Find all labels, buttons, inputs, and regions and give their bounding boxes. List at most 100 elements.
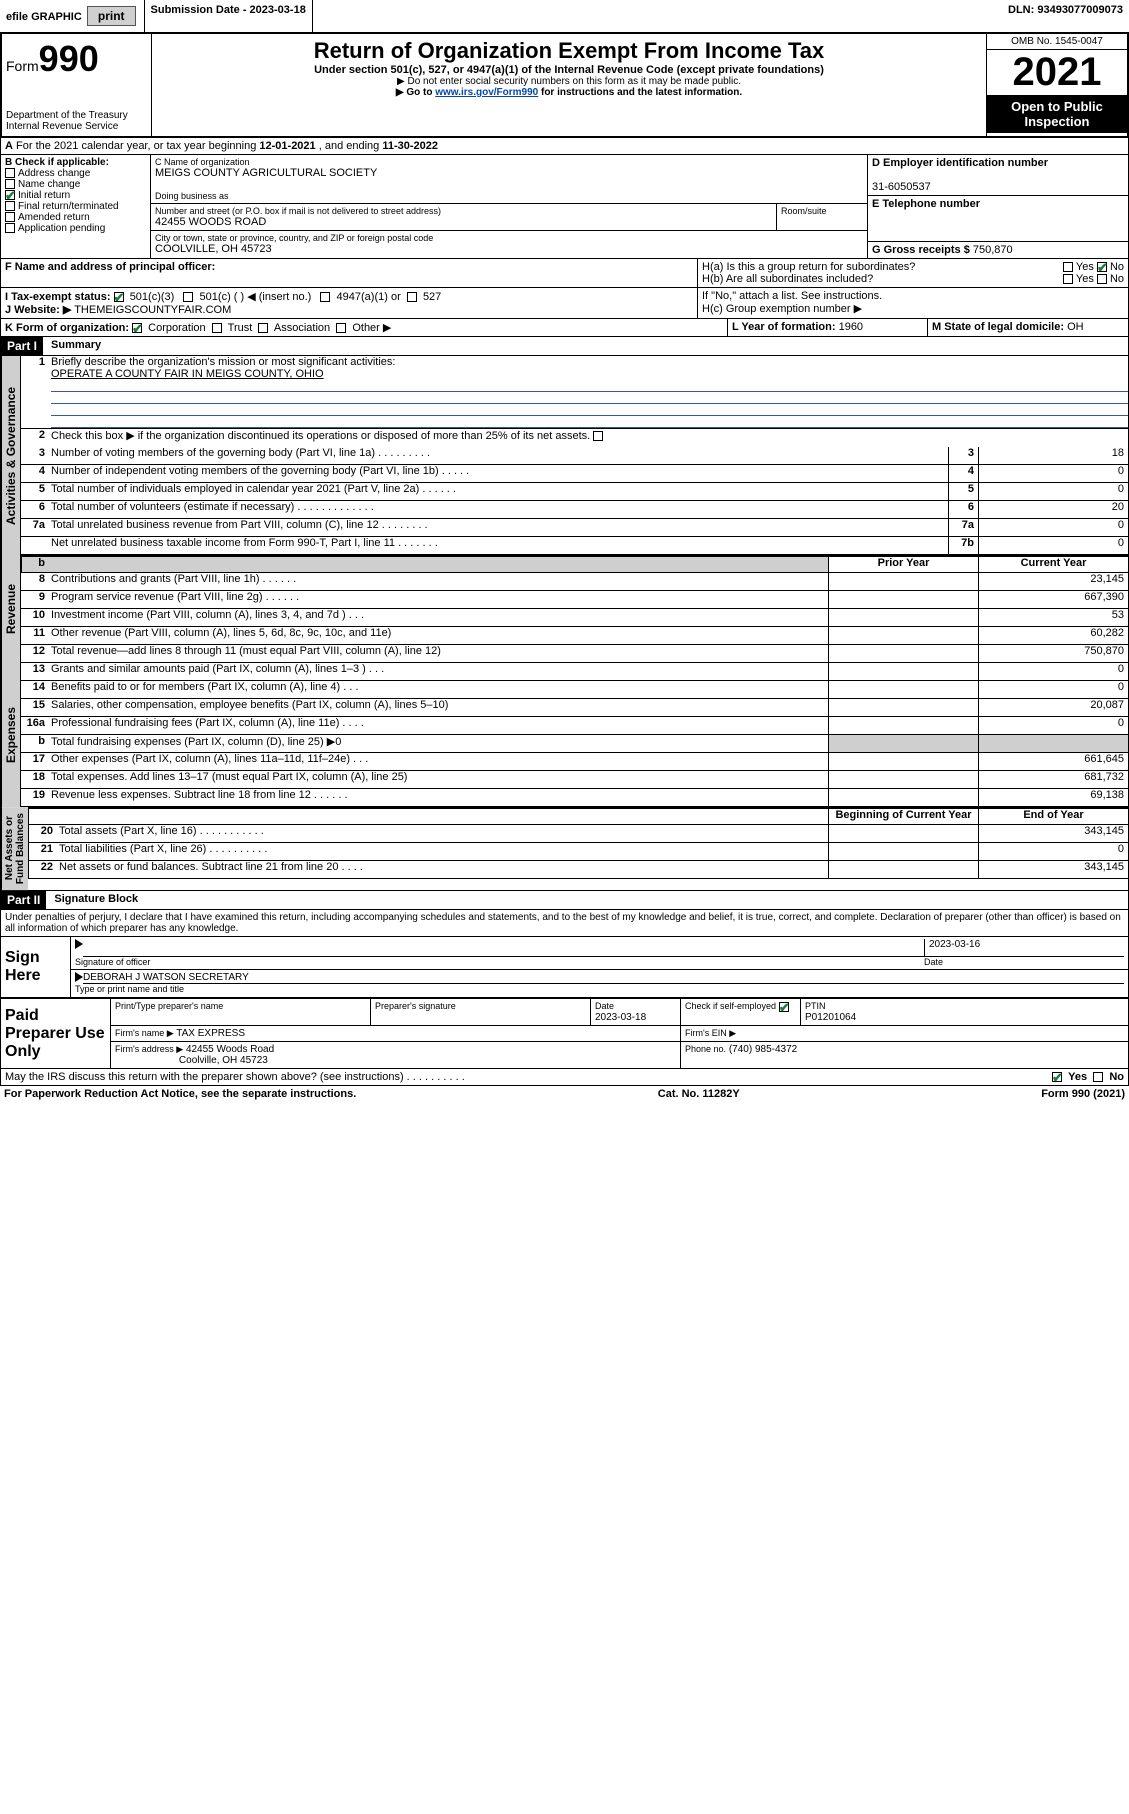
perjury-declaration: Under penalties of perjury, I declare th… xyxy=(0,910,1129,937)
discuss-yes[interactable] xyxy=(1052,1072,1062,1082)
table-row: 14Benefits paid to or for members (Part … xyxy=(20,681,1128,699)
ha-yes[interactable] xyxy=(1063,262,1073,272)
print-button[interactable]: print xyxy=(87,6,136,26)
efile-label: efile GRAPHIC print xyxy=(0,0,145,32)
table-row: 9Program service revenue (Part VIII, lin… xyxy=(20,591,1128,609)
discuss-no[interactable] xyxy=(1093,1072,1103,1082)
chk-527[interactable] xyxy=(407,292,417,302)
irs-label: Internal Revenue Service xyxy=(6,121,147,132)
vtab-netassets: Net Assets orFund Balances xyxy=(1,807,28,890)
chk-4947[interactable] xyxy=(320,292,330,302)
table-row: 20Total assets (Part X, line 16) . . . .… xyxy=(28,825,1128,843)
table-row: Net unrelated business taxable income fr… xyxy=(20,537,1128,555)
part2-header: Part II Signature Block xyxy=(0,891,1129,910)
chk-initial[interactable] xyxy=(5,190,15,200)
table-row: 10Investment income (Part VIII, column (… xyxy=(20,609,1128,627)
chk-501c[interactable] xyxy=(183,292,193,302)
table-row: 8Contributions and grants (Part VIII, li… xyxy=(20,573,1128,591)
website: THEMEIGSCOUNTYFAIR.COM xyxy=(74,304,231,316)
table-row: 6Total number of volunteers (estimate if… xyxy=(20,501,1128,519)
firm-addr1: 42455 Woods Road xyxy=(186,1044,274,1055)
top-bar: efile GRAPHIC print Submission Date - 20… xyxy=(0,0,1129,34)
chk-trust[interactable] xyxy=(212,323,222,333)
part1-body: Activities & Governance 1 Briefly descri… xyxy=(0,356,1129,555)
ein: 31-6050537 xyxy=(872,181,931,193)
submission-date: Submission Date - 2023-03-18 xyxy=(145,0,313,32)
table-row: 13Grants and similar amounts paid (Part … xyxy=(20,663,1128,681)
section-c: C Name of organization MEIGS COUNTY AGRI… xyxy=(151,155,868,258)
table-row: 4Number of independent voting members of… xyxy=(20,465,1128,483)
ha-no[interactable] xyxy=(1097,262,1107,272)
chk-other[interactable] xyxy=(336,323,346,333)
table-row: 15Salaries, other compensation, employee… xyxy=(20,699,1128,717)
paid-preparer-block: Paid Preparer Use Only Print/Type prepar… xyxy=(0,998,1129,1069)
section-b: B Check if applicable: Address change Na… xyxy=(1,155,151,258)
netassets-block: Net Assets orFund Balances Beginning of … xyxy=(0,807,1129,891)
chk-501c3[interactable] xyxy=(114,292,124,302)
ij-block: I Tax-exempt status: 501(c)(3) 501(c) ( … xyxy=(0,288,1129,319)
chk-discontinued[interactable] xyxy=(593,431,603,441)
table-row: 7aTotal unrelated business revenue from … xyxy=(20,519,1128,537)
table-row: 16aProfessional fundraising fees (Part I… xyxy=(20,717,1128,735)
org-city: COOLVILLE, OH 45723 xyxy=(155,243,863,255)
state-domicile: OH xyxy=(1067,321,1084,333)
bcdeg-block: B Check if applicable: Address change Na… xyxy=(0,155,1129,259)
open-public-badge: Open to Public Inspection xyxy=(987,95,1127,133)
form-subtitle: Under section 501(c), 527, or 4947(a)(1)… xyxy=(156,64,982,76)
chk-self-employed[interactable] xyxy=(779,1002,789,1012)
ptin: P01201064 xyxy=(805,1012,856,1023)
dept-label: Department of the Treasury xyxy=(6,110,147,121)
org-name: MEIGS COUNTY AGRICULTURAL SOCIETY xyxy=(155,167,863,179)
fh-block: F Name and address of principal officer:… xyxy=(0,259,1129,288)
year-formation: 1960 xyxy=(839,321,863,333)
vtab-governance: Activities & Governance xyxy=(1,356,20,555)
firm-addr2: Coolville, OH 45723 xyxy=(179,1055,268,1066)
hb-yes[interactable] xyxy=(1063,274,1073,284)
klm-block: K Form of organization: Corporation Trus… xyxy=(0,319,1129,337)
revenue-block: Revenue b Prior Year Current Year 8Contr… xyxy=(0,555,1129,663)
mission-text: OPERATE A COUNTY FAIR IN MEIGS COUNTY, O… xyxy=(51,368,324,380)
chk-corp[interactable] xyxy=(132,323,142,333)
chk-final[interactable] xyxy=(5,201,15,211)
gross-receipts: 750,870 xyxy=(973,244,1013,256)
table-row: 17Other expenses (Part IX, column (A), l… xyxy=(20,753,1128,771)
org-address: 42455 WOODS ROAD xyxy=(155,216,772,228)
chk-amended[interactable] xyxy=(5,212,15,222)
table-row: 12Total revenue—add lines 8 through 11 (… xyxy=(20,645,1128,663)
triangle-icon xyxy=(75,939,83,949)
page-footer: For Paperwork Reduction Act Notice, see … xyxy=(0,1086,1129,1102)
expense-block: Expenses 13Grants and similar amounts pa… xyxy=(0,663,1129,807)
form-header: Form990 Department of the Treasury Inter… xyxy=(0,34,1129,138)
section-deg: D Employer identification number 31-6050… xyxy=(868,155,1128,258)
form-title: Return of Organization Exempt From Incom… xyxy=(156,38,982,64)
tax-year: 2021 xyxy=(987,50,1127,95)
dln-label: DLN: 93493077009073 xyxy=(1002,0,1129,32)
triangle-icon xyxy=(75,972,83,982)
firm-name: TAX EXPRESS xyxy=(176,1028,245,1039)
table-row: 22Net assets or fund balances. Subtract … xyxy=(28,861,1128,879)
vtab-revenue: Revenue xyxy=(1,555,20,663)
chk-assoc[interactable] xyxy=(258,323,268,333)
omb-number: OMB No. 1545-0047 xyxy=(987,34,1127,50)
officer-name: DEBORAH J WATSON SECRETARY xyxy=(83,972,1124,984)
vtab-expenses: Expenses xyxy=(1,663,20,807)
table-row: 18Total expenses. Add lines 13–17 (must … xyxy=(20,771,1128,789)
chk-address[interactable] xyxy=(5,168,15,178)
table-row: 3Number of voting members of the governi… xyxy=(20,447,1128,465)
sign-here-block: Sign Here 2023-03-16 Signature of office… xyxy=(0,937,1129,998)
note-ssn: ▶ Do not enter social security numbers o… xyxy=(156,76,982,87)
period-row: A For the 2021 calendar year, or tax yea… xyxy=(0,138,1129,155)
table-row: bTotal fundraising expenses (Part IX, co… xyxy=(20,735,1128,753)
irs-link[interactable]: www.irs.gov/Form990 xyxy=(435,87,538,98)
table-row: 5Total number of individuals employed in… xyxy=(20,483,1128,501)
chk-pending[interactable] xyxy=(5,223,15,233)
sig-date: 2023-03-16 xyxy=(924,939,1124,957)
note-link: ▶ Go to www.irs.gov/Form990 for instruct… xyxy=(156,87,982,98)
discuss-row: May the IRS discuss this return with the… xyxy=(0,1069,1129,1086)
prep-date: 2023-03-18 xyxy=(595,1012,646,1023)
form-number: Form990 xyxy=(6,38,147,80)
table-row: 19Revenue less expenses. Subtract line 1… xyxy=(20,789,1128,807)
firm-phone: (740) 985-4372 xyxy=(729,1044,797,1055)
hb-no[interactable] xyxy=(1097,274,1107,284)
table-row: 11Other revenue (Part VIII, column (A), … xyxy=(20,627,1128,645)
